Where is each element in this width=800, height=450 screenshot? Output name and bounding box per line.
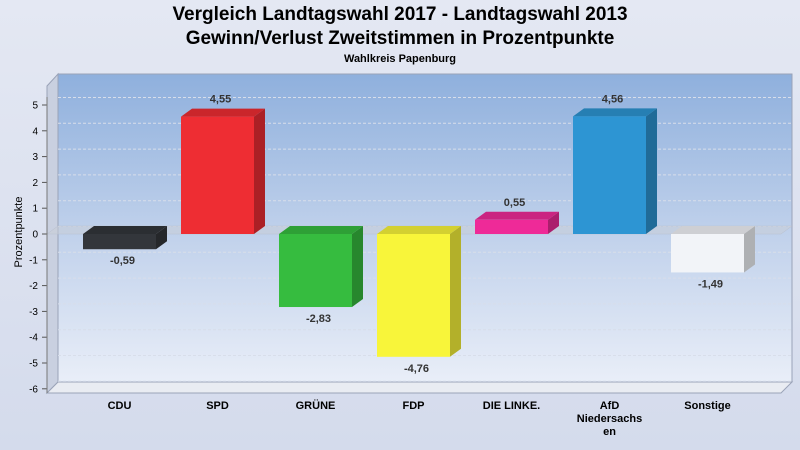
category-label: GRÜNE (296, 399, 336, 412)
bar-top (377, 226, 461, 234)
bar-6: -1,49 (671, 226, 755, 290)
bar-4: 0,55 (475, 197, 559, 234)
bar-front (377, 234, 450, 357)
bar-top (475, 211, 559, 220)
bar-0: -0,59 (83, 226, 167, 267)
bar-side (254, 108, 265, 234)
y-tick-label: 1 (32, 204, 38, 215)
category-label: FDP (403, 400, 425, 412)
category-label: AfD Niedersachs en (577, 400, 642, 438)
chart-caption: Wahlkreis Papenburg (343, 53, 457, 65)
data-label: 4,56 (602, 93, 623, 105)
bar-front (181, 116, 254, 234)
y-tick-label: -6 (29, 384, 38, 395)
y-axis-label: Prozentpunkte (13, 197, 25, 268)
y-tick-label: -3 (29, 307, 38, 318)
category-label: Sonstige (684, 400, 730, 412)
y-tick-label: -1 (29, 255, 38, 266)
chart-title: Vergleich Landtagswahl 2017 - Landtagswa… (172, 4, 628, 25)
plot-floor (45, 381, 794, 394)
data-label: -2,83 (306, 313, 331, 325)
category-label: SPD (206, 400, 229, 412)
bar-2: -2,83 (279, 226, 363, 325)
bar-top (573, 108, 657, 117)
bar-top (279, 226, 363, 234)
data-label: 4,55 (210, 94, 231, 106)
bar-top (83, 226, 167, 234)
bar-front (573, 116, 646, 234)
bar-1: 4,55 (181, 94, 265, 234)
bar-front (475, 219, 548, 234)
data-label: -0,59 (110, 255, 135, 267)
data-label: 0,55 (504, 197, 525, 209)
bar-5: 4,56 (573, 93, 657, 234)
bar-3: -4,76 (377, 226, 461, 375)
bar-side (548, 211, 559, 234)
y-tick-label: -2 (29, 281, 38, 292)
y-tick-label: 5 (32, 101, 38, 112)
chart-subtitle: Gewinn/Verlust Zweitstimmen in Prozentpu… (185, 28, 615, 49)
y-tick-label: -4 (29, 333, 38, 344)
bar-side (744, 226, 755, 273)
y-tick-label: -5 (29, 359, 38, 370)
bar-top (181, 108, 265, 117)
data-label: -4,76 (404, 363, 429, 375)
bar-front (83, 234, 156, 250)
bar-side (156, 226, 167, 250)
y-tick-label: 3 (32, 152, 38, 163)
bar-front (671, 234, 744, 273)
bar-side (646, 108, 657, 234)
bar-side (450, 226, 461, 357)
y-tick-label: 4 (32, 126, 38, 137)
y-tick-label: 2 (32, 178, 38, 189)
category-label: CDU (108, 400, 132, 412)
bar-side (352, 226, 363, 308)
category-label: DIE LINKE. (483, 400, 540, 412)
bar-front (279, 234, 352, 308)
data-label: -1,49 (698, 278, 723, 290)
bar-top (671, 226, 755, 234)
y-tick-label: 0 (32, 230, 38, 241)
